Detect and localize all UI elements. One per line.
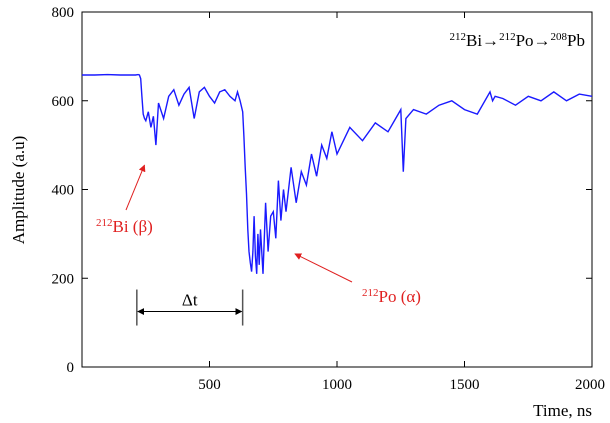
po-annotation-arrow: [294, 253, 353, 283]
series-line: [82, 73, 593, 274]
superscript: 208: [551, 31, 568, 43]
y-tick-label: 400: [52, 183, 75, 199]
po-annotation-label: 212Po (α): [362, 287, 421, 306]
x-tick-label: 1000: [322, 377, 352, 393]
superscript: 212: [362, 287, 379, 299]
delta-t-label: Δt: [182, 291, 198, 310]
superscript: 212: [450, 31, 467, 43]
y-tick-label: 800: [52, 5, 75, 21]
y-tick-label: 0: [67, 360, 75, 376]
superscript: 212: [499, 31, 516, 43]
x-tick-label: 500: [198, 377, 221, 393]
x-tick-label: 1500: [450, 377, 480, 393]
y-tick-label: 600: [52, 94, 75, 110]
label-text: Pb: [567, 31, 585, 50]
x-tick-label: 2000: [575, 377, 605, 393]
label-text: Bi→: [466, 31, 499, 50]
bi-annotation-label: 212Bi (β): [96, 217, 153, 236]
y-tick-label: 200: [52, 271, 75, 287]
label-text: Po→: [516, 31, 551, 50]
superscript: 212: [96, 217, 113, 229]
label-text: Po (α): [379, 287, 421, 306]
label-text: Bi (β): [113, 217, 153, 236]
plot-frame: [81, 11, 593, 368]
decay-chain-label: 212Bi→212Po→208Pb: [450, 31, 586, 50]
bi-annotation-arrow: [125, 164, 146, 211]
y-axis-title: Amplitude (a.u): [9, 136, 28, 245]
x-axis-title: Time, ns: [533, 401, 592, 420]
